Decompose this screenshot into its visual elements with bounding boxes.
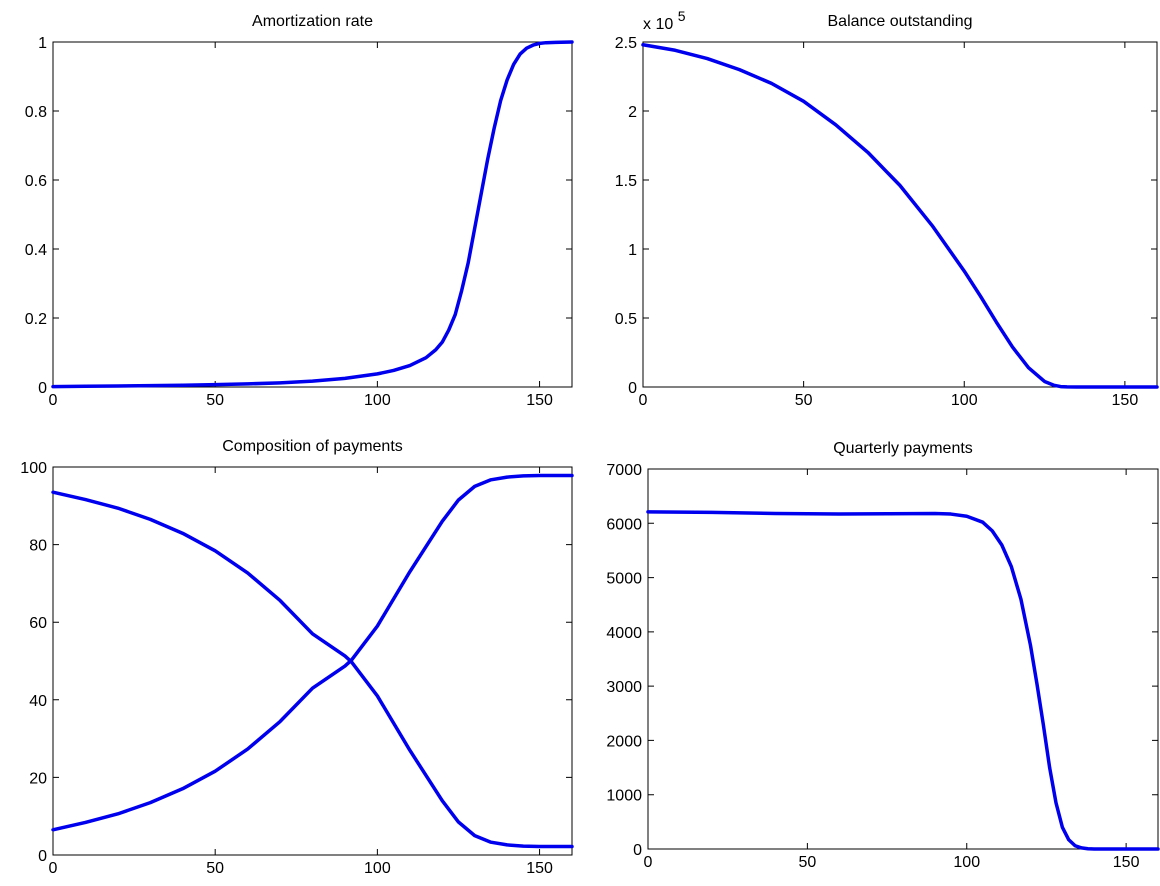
chart-title: Composition of payments [222, 438, 403, 455]
y-tick-label: 60 [29, 615, 47, 632]
y-tick-label: 2000 [606, 733, 642, 750]
y-tick-label: 0 [38, 380, 47, 397]
x-tick-label: 100 [364, 392, 391, 409]
x-tick-label: 0 [639, 392, 648, 409]
x-tick-label: 50 [795, 392, 813, 409]
tick-marks [52, 466, 572, 856]
x-tick-label: 0 [644, 854, 653, 871]
x-tick-label: 50 [798, 854, 816, 871]
chart-title: Balance outstanding [828, 13, 973, 30]
chart-title: Quarterly payments [833, 440, 973, 457]
x-tick-label: 0 [49, 860, 58, 877]
y-tick-label: 0.8 [25, 104, 47, 121]
y-tick-label: 7000 [606, 462, 642, 479]
series-group [641, 43, 1159, 389]
y-tick-label: 2.5 [615, 35, 637, 52]
y-tick-label: 0.2 [25, 311, 47, 328]
x-tick-labels: 0 50 100 150 [49, 392, 553, 409]
y-tick-label: 4000 [606, 625, 642, 642]
x-tick-label: 100 [953, 854, 980, 871]
series-line [646, 510, 1160, 851]
y-scale-exponent: 5 [678, 8, 686, 24]
x-tick-label: 150 [526, 392, 553, 409]
x-tick-label: 150 [1113, 854, 1140, 871]
y-tick-labels: 0 0.2 0.4 0.6 0.8 1 [25, 35, 47, 397]
x-tick-labels: 0 50 100 150 [639, 392, 1139, 409]
y-tick-label: 0 [628, 380, 637, 397]
chart-title: Amortization rate [252, 13, 373, 30]
y-scale-prefix: x 10 [643, 16, 673, 33]
x-tick-label: 0 [49, 392, 58, 409]
x-tick-labels: 0 50 100 150 [644, 854, 1140, 871]
plot-area [52, 466, 573, 856]
y-tick-label: 0.5 [615, 311, 637, 328]
series-line [51, 40, 574, 389]
y-tick-label: 1 [628, 242, 637, 259]
series-group [646, 510, 1160, 851]
y-tick-label: 0.4 [25, 242, 47, 259]
series-line [641, 43, 1159, 389]
series-line [51, 473, 574, 832]
y-tick-labels: 0 0.5 1 1.5 2 2.5 [615, 35, 637, 397]
x-tick-label: 100 [951, 392, 978, 409]
x-tick-labels: 0 50 100 150 [49, 860, 553, 877]
y-tick-label: 40 [29, 693, 47, 710]
quarterly-payments-panel: Quarterly payments 0 50 100 150 0 1000 2… [606, 440, 1160, 871]
y-tick-label: 1.5 [615, 173, 637, 190]
series-group [51, 473, 574, 849]
plot-area [52, 41, 573, 388]
y-tick-label: 3000 [606, 679, 642, 696]
y-tick-label: 80 [29, 538, 47, 555]
y-tick-label: 20 [29, 770, 47, 787]
y-tick-label: 1 [38, 35, 47, 52]
plot-area [642, 41, 1158, 388]
tick-marks [647, 468, 1158, 850]
y-tick-label: 1000 [606, 788, 642, 805]
y-scale-label: x 10 5 [643, 8, 686, 33]
x-tick-label: 150 [526, 860, 553, 877]
y-tick-label: 6000 [606, 516, 642, 533]
amortization-rate-panel: Amortization rate 0 50 100 150 0 0.2 0.4… [25, 13, 574, 409]
series-group [51, 40, 574, 389]
balance-outstanding-panel: Balance outstanding x 10 5 0 50 100 1 5 0 … [615, 8, 1159, 409]
x-tick-label: 50 [206, 860, 224, 877]
y-tick-label: 5000 [606, 571, 642, 588]
composition-of-payments-panel: Composition of payments 0 50 100 150 0 2… [20, 438, 574, 877]
y-tick-label: 0 [38, 848, 47, 865]
x-tick-label: 50 [206, 392, 224, 409]
y-tick-label: 100 [20, 460, 47, 477]
y-tick-label: 0 [633, 842, 642, 859]
y-tick-labels: 0 20 40 60 80 100 [20, 460, 47, 865]
plot-area [647, 468, 1159, 850]
y-tick-label: 2 [628, 104, 637, 121]
y-tick-labels: 0 1000 2000 3000 4000 5000 6000 7000 [606, 462, 642, 859]
x-tick-label: 100 [364, 860, 391, 877]
y-tick-label: 0.6 [25, 173, 47, 190]
tick-marks [642, 41, 1157, 388]
x-tick-label: 150 [1112, 392, 1139, 409]
